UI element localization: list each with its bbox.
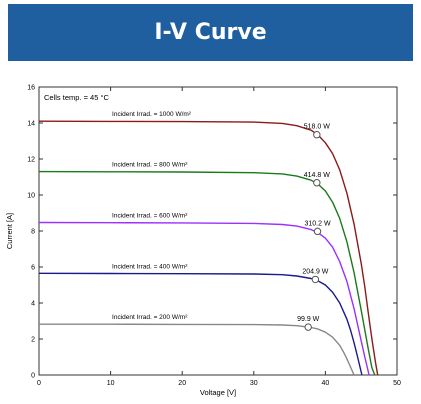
mpp-point-4 bbox=[304, 323, 312, 331]
title-banner: I-V Curve bbox=[8, 4, 413, 61]
x-tick-label: 20 bbox=[178, 380, 186, 387]
iv-chart: 0 2 4 6 8 10 12 14 16 0 10 20 30 40 50 Incident Irrad… bbox=[5, 85, 401, 398]
mpp-point-0 bbox=[313, 131, 321, 139]
mpp-label-0: 518.0 W bbox=[304, 124, 330, 131]
series-line-3 bbox=[38, 272, 363, 376]
mpp-markers: 518.0 W 414.8 W 310.2 W 204.9 W 99.9 W bbox=[297, 124, 331, 331]
series-label-0: Incident Irrad. = 1000 W/m² bbox=[112, 111, 192, 118]
mpp-label-2: 310.2 W bbox=[304, 220, 330, 227]
cells-temp-annotation: Cells temp. = 45 °C bbox=[44, 93, 109, 102]
mpp-label-3: 204.9 W bbox=[302, 268, 328, 275]
x-axis-label: Voltage [V] bbox=[200, 388, 236, 397]
mpp-label-4: 99.9 W bbox=[297, 316, 320, 323]
y-tick-label: 10 bbox=[27, 193, 35, 200]
y-tick-label: 2 bbox=[31, 337, 35, 344]
series-line-0 bbox=[38, 120, 379, 376]
mpp-point-3 bbox=[311, 275, 320, 284]
page-title: I-V Curve bbox=[154, 20, 267, 45]
x-tick-label: 50 bbox=[393, 380, 401, 387]
plot-frame bbox=[38, 86, 398, 376]
series-line-1 bbox=[38, 170, 376, 376]
x-tick-label: 10 bbox=[107, 380, 115, 387]
series-line-2 bbox=[38, 221, 370, 376]
mpp-label-1: 414.8 W bbox=[304, 172, 330, 179]
y-tick-label: 0 bbox=[31, 373, 35, 380]
series-label-4: Incident Irrad. = 200 W/m² bbox=[112, 314, 188, 321]
y-axis: 0 2 4 6 8 10 12 14 16 bbox=[27, 85, 397, 380]
mpp-point-1 bbox=[313, 179, 321, 187]
x-axis: 0 10 20 30 40 50 bbox=[37, 87, 401, 387]
series-label-2: Incident Irrad. = 600 W/m² bbox=[112, 213, 188, 220]
series-label-1: Incident Irrad. = 800 W/m² bbox=[112, 162, 188, 169]
iv-chart-container: 0 2 4 6 8 10 12 14 16 0 10 20 30 40 50 Incident Irrad… bbox=[0, 78, 421, 399]
y-tick-label: 4 bbox=[31, 301, 35, 308]
series-line-4 bbox=[39, 323, 355, 376]
x-tick-label: 30 bbox=[250, 380, 258, 387]
y-axis-label: Current [A] bbox=[5, 213, 14, 249]
series-label-3: Incident Irrad. = 400 W/m² bbox=[112, 263, 188, 270]
y-tick-label: 6 bbox=[31, 265, 35, 272]
y-tick-label: 8 bbox=[31, 229, 35, 236]
series-lines: Incident Irrad. = 1000 W/m² Incident Irra… bbox=[38, 111, 379, 376]
y-tick-label: 12 bbox=[27, 157, 35, 164]
y-tick-label: 16 bbox=[27, 85, 35, 92]
mpp-point-2 bbox=[313, 227, 322, 236]
y-tick-label: 14 bbox=[27, 121, 35, 128]
x-tick-label: 40 bbox=[322, 380, 330, 387]
x-tick-label: 0 bbox=[37, 380, 41, 387]
